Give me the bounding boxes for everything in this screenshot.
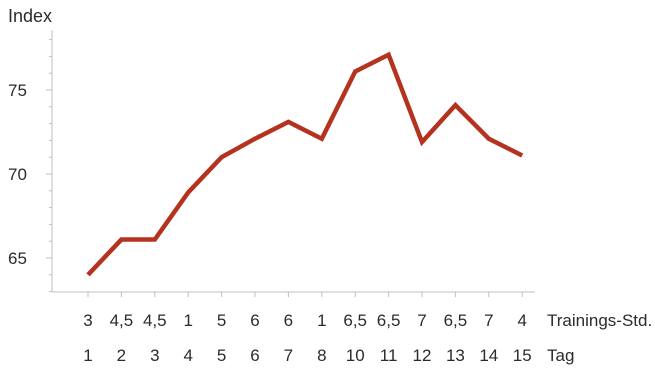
x-tick-label-trainings: 3 (83, 311, 92, 330)
x-tick-label-trainings: 4,5 (110, 311, 134, 330)
x-tick-label-trainings: 7 (417, 311, 426, 330)
x-tick-label-trainings: 4,5 (143, 311, 167, 330)
y-tick-label: 65 (8, 249, 27, 268)
x-tick-label-tag: 6 (250, 346, 259, 365)
y-ticks: 65 70 75 (8, 39, 52, 293)
x-tick-label-trainings: 6 (284, 311, 293, 330)
x-tick-label-trainings: 1 (317, 311, 326, 330)
x-row-label-tag: Tag (547, 346, 574, 365)
axes (51, 30, 535, 297)
x-tick-label-tag: 12 (413, 346, 432, 365)
x-tick-label-tag: 11 (380, 346, 398, 365)
x-tick-label-tag: 5 (217, 346, 226, 365)
y-axis-title: Index (8, 6, 52, 26)
x-tick-label-trainings: 4 (517, 311, 526, 330)
series-line (86, 51, 524, 277)
x-tick-label-tag: 13 (446, 346, 465, 365)
x-tick-label-trainings: 1 (183, 311, 192, 330)
x-tick-label-trainings: 6,5 (444, 311, 468, 330)
x-tick-label-trainings: 5 (217, 311, 226, 330)
x-tick-label-tag: 8 (317, 346, 326, 365)
x-tick-label-tag: 2 (117, 346, 126, 365)
x-tick-label-tag: 4 (183, 346, 192, 365)
x-tick-label-tag: 7 (284, 346, 293, 365)
x-tick-label-trainings: 6,5 (343, 311, 367, 330)
y-tick-label: 75 (8, 81, 27, 100)
x-tick-label-tag: 3 (150, 346, 159, 365)
series-layer (86, 51, 524, 277)
y-tick-label: 70 (8, 165, 27, 184)
x-tick-label-trainings: 6,5 (377, 311, 401, 330)
x-tick-label-tag: 10 (346, 346, 365, 365)
x-tick-label-tag: 1 (83, 346, 92, 365)
x-row-label-trainings: Trainings-Std. (547, 311, 652, 330)
x-tick-label-tag: 15 (513, 346, 532, 365)
x-tick-label-trainings: 7 (484, 311, 493, 330)
x-tick-label-trainings: 6 (250, 311, 259, 330)
x-category-rows: 3 4,5 4,5 1 5 6 6 1 6,5 6,5 7 6,5 7 41 2 3 4 5 6 7 8 10 11 12 13… (83, 311, 531, 365)
x-tick-label-tag: 14 (479, 346, 498, 365)
